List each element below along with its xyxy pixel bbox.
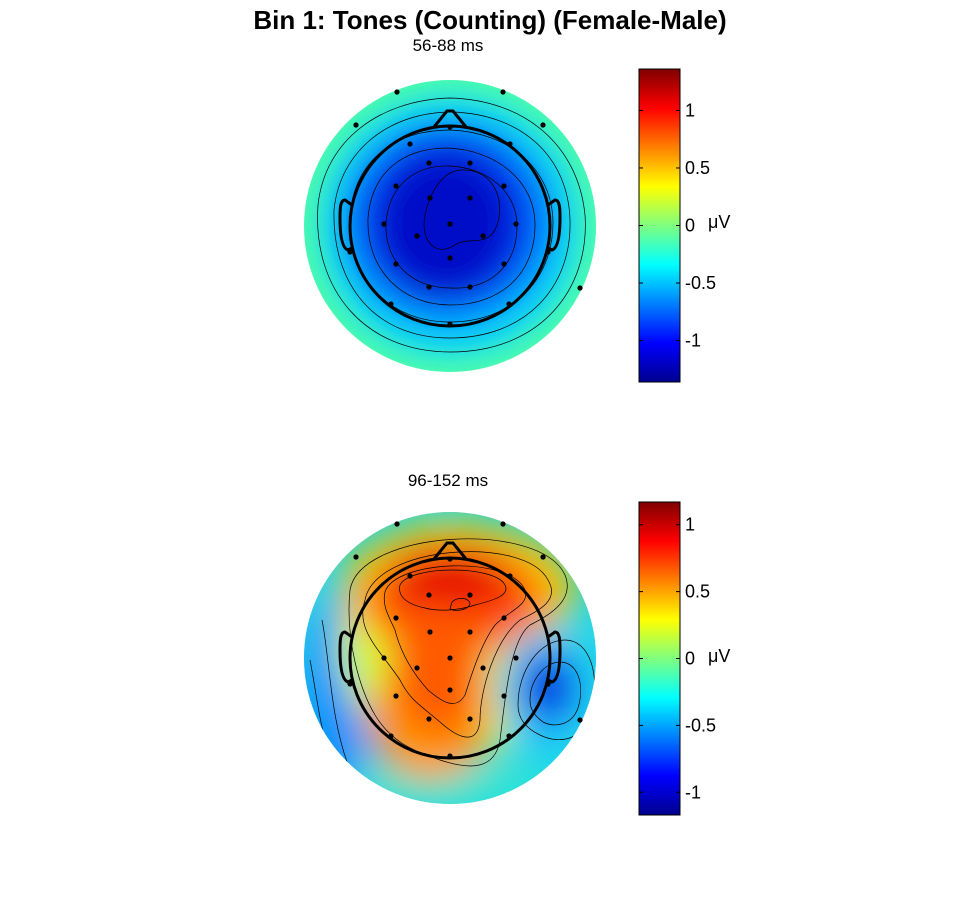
colorbar-tick-label: -1 — [685, 331, 701, 351]
colorbar-tick-label: -0.5 — [685, 273, 716, 293]
colorbar-tick-label: 1 — [685, 100, 695, 120]
colorbar-tick-label: 0 — [685, 649, 695, 669]
topoplot-1: 56-88 ms — [304, 36, 730, 383]
topoplot-1-contours — [317, 97, 586, 353]
colorbar-2-scale — [638, 501, 681, 816]
colorbar-tick-label: -1 — [685, 782, 701, 802]
figure-title: Bin 1: Tones (Counting) (Female-Male) — [253, 5, 726, 35]
colorbar-1-unit: μV — [708, 212, 730, 232]
colorbar-tick-label: -0.5 — [685, 715, 716, 735]
topoplot-2: 96-152 ms — [304, 471, 730, 816]
colorbar-tick-label: 0.5 — [685, 582, 710, 602]
colorbar-1: 1 0.5 0 -0.5 -1 μV — [638, 68, 730, 383]
colorbar-tick-label: 1 — [685, 515, 695, 535]
colorbar-2: 1 0.5 0 -0.5 -1 μV — [638, 501, 730, 816]
colorbar-tick-label: 0 — [685, 216, 695, 236]
colorbar-tick-label: 0.5 — [685, 158, 710, 178]
colorbar-2-unit: μV — [708, 646, 730, 666]
topoplot-2-title: 96-152 ms — [408, 471, 488, 490]
colorbar-1-scale — [638, 68, 681, 383]
topoplot-1-electrodes — [347, 89, 583, 327]
topoplot-2-electrodes — [347, 521, 583, 759]
topoplot-1-title: 56-88 ms — [413, 36, 484, 55]
